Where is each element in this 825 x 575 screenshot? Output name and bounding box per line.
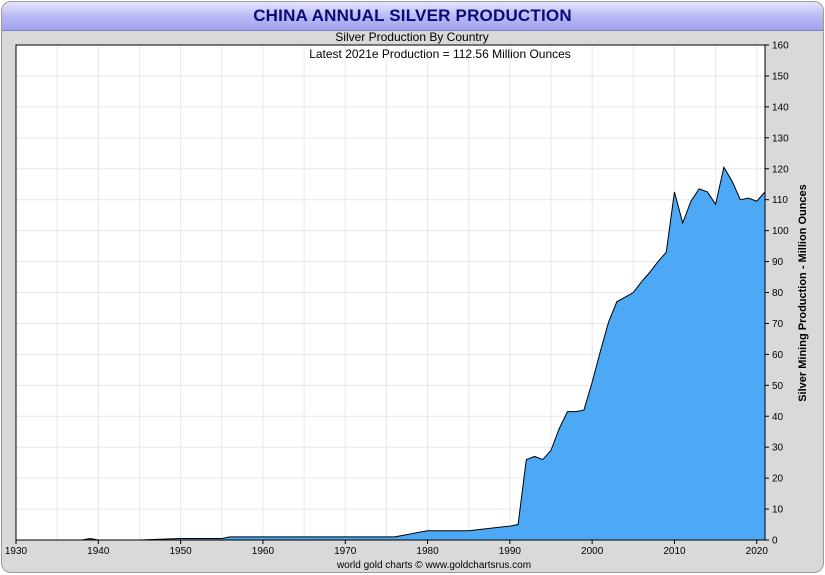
grid <box>16 45 765 540</box>
y-axis: 0 10 20 30 40 50 60 70 80 90 100 110 120 130 140 150 160 <box>765 41 789 547</box>
y-tick-label: 100 <box>772 226 789 237</box>
y-tick-label: 90 <box>772 257 784 268</box>
x-tick-label: 1990 <box>499 546 522 557</box>
latest-production-annotation: Latest 2021e Production = 112.56 Million… <box>309 47 571 61</box>
y-tick-label: 10 <box>772 505 784 516</box>
x-tick-label: 2020 <box>746 546 769 557</box>
x-axis: 1930 1940 1950 1960 1970 1980 1990 2000 2010 2020 <box>5 540 768 557</box>
y-axis-label: Silver Mining Production - Million Ounce… <box>797 184 809 402</box>
x-tick-label: 1980 <box>416 546 439 557</box>
x-tick-label: 1930 <box>5 546 28 557</box>
y-tick-label: 30 <box>772 443 784 454</box>
x-tick-label: 1970 <box>334 546 357 557</box>
y-tick-label: 40 <box>772 412 784 423</box>
y-tick-label: 150 <box>772 71 789 82</box>
series-area <box>16 167 765 540</box>
x-tick-label: 1960 <box>252 546 275 557</box>
series-line <box>16 165 766 541</box>
x-tick-label: 1940 <box>87 546 110 557</box>
y-tick-label: 140 <box>772 102 789 113</box>
y-tick-label: 50 <box>772 381 784 392</box>
x-tick-label: 2010 <box>663 546 686 557</box>
chart-subtitle: Silver Production By Country <box>335 30 488 44</box>
title-bar: CHINA ANNUAL SILVER PRODUCTION <box>2 2 823 31</box>
y-tick-label: 160 <box>772 41 789 52</box>
x-tick-label: 2000 <box>581 546 604 557</box>
y-tick-label: 130 <box>772 133 789 144</box>
footer-credit: world gold charts © www.goldchartsrus.co… <box>336 560 531 571</box>
y-tick-label: 60 <box>772 350 784 361</box>
y-tick-label: 120 <box>772 164 789 175</box>
y-tick-label: 70 <box>772 319 784 330</box>
y-tick-label: 80 <box>772 288 784 299</box>
chart-title: CHINA ANNUAL SILVER PRODUCTION <box>253 6 572 25</box>
x-tick-label: 1950 <box>169 546 192 557</box>
y-tick-label: 20 <box>772 474 784 485</box>
y-tick-label: 0 <box>772 536 778 547</box>
y-tick-label: 110 <box>772 195 788 206</box>
